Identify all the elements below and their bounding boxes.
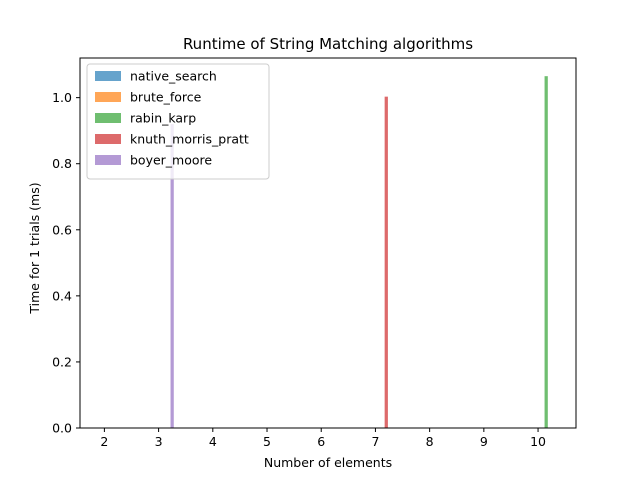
y-tick-label: 0.6 [52, 222, 72, 237]
x-axis-label: Number of elements [264, 455, 392, 470]
bar-rabin-karp [544, 76, 548, 428]
legend-swatch [95, 92, 121, 102]
x-tick-label: 7 [371, 434, 379, 449]
legend-swatch [95, 71, 121, 81]
y-tick-label: 0.8 [52, 156, 72, 171]
legend-label: knuth_morris_pratt [130, 132, 249, 147]
legend-label: native_search [130, 69, 217, 84]
legend-swatch [95, 113, 121, 123]
legend-label: brute_force [130, 90, 202, 105]
legend-swatch [95, 134, 121, 144]
bars-layer [170, 76, 548, 429]
x-tick-label: 9 [480, 434, 488, 449]
y-tick-label: 0.0 [52, 421, 72, 436]
legend-label: boyer_moore [130, 153, 212, 168]
x-tick-label: 6 [317, 434, 325, 449]
legend-swatch [95, 155, 121, 165]
x-tick-label: 8 [426, 434, 434, 449]
legend: native_search brute_force rabin_karp knuth_… [86, 63, 270, 180]
x-tick-label: 2 [100, 434, 108, 449]
x-tick-label: 3 [155, 434, 163, 449]
bar-knuth-morris-pratt [384, 96, 388, 428]
x-tick-label: 5 [263, 434, 271, 449]
y-tick-label: 0.2 [52, 354, 72, 369]
bar-boyer-moore [170, 124, 174, 429]
x-tick-label: 4 [209, 434, 217, 449]
y-tick-label: 1.0 [52, 90, 72, 105]
legend-box [86, 63, 270, 180]
legend-label: rabin_karp [130, 111, 196, 126]
y-axis-label: Time for 1 trials (ms) [27, 182, 42, 314]
chart-title: Runtime of String Matching algorithms [183, 35, 473, 53]
axes-layer: 2 3 4 5 6 7 8 9 10 0.0 0.2 0.4 0.6 0.8 1.0 [52, 57, 577, 449]
plot-frame [79, 57, 577, 429]
x-tick-label: 10 [530, 434, 546, 449]
y-tick-label: 0.4 [52, 288, 72, 303]
